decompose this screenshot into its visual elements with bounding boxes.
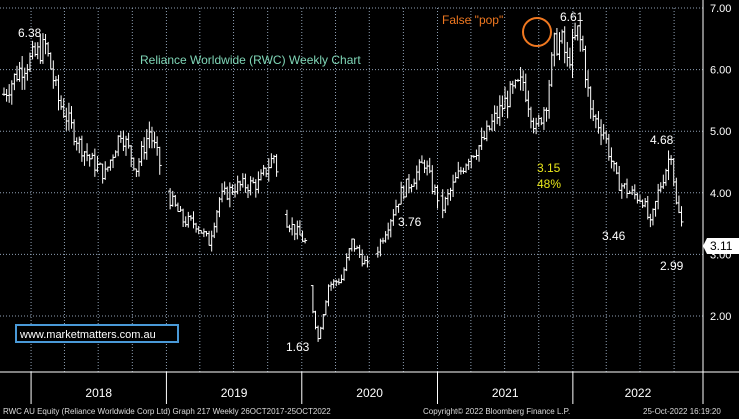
last-price-tag-shape [703,238,739,254]
y-tick-label: 2.00 [710,311,731,323]
label-peak: 6.61 [560,10,584,24]
website-text: www.marketmatters.com.au [19,329,156,341]
x-tick-label: 2019 [221,386,248,400]
x-tick-label: 2021 [492,386,519,400]
false-pop-circle [522,17,552,47]
chart-title: Reliance Worldwide (RWC) Weekly Chart [140,53,361,67]
y-tick-label: 5.00 [710,126,731,138]
x-tick-label: 2020 [356,386,383,400]
y-axis: 7.006.005.004.003.002.00 [710,3,731,323]
footer-right: 25-Oct-2022 16:19:20 [643,407,721,416]
y-tick-label: 7.00 [710,3,731,15]
y-tick-label: 6.00 [710,65,731,77]
label-drop-value: 3.15 [537,161,561,175]
x-tick-label: 2022 [625,386,652,400]
label-current-low: 2.99 [660,259,684,273]
label-high-2022: 4.68 [650,133,674,147]
website-box [15,324,179,343]
label-low-2020: 1.63 [286,340,310,354]
label-low-2021: 3.76 [398,215,422,229]
label-low-2022: 3.46 [602,229,626,243]
footer-middle: Copyright© 2022 Bloomberg Finance L.P. [423,407,571,416]
y-tick-label: 4.00 [710,188,731,200]
ohlc-bars [2,21,684,342]
x-tick-label: 2018 [85,386,112,400]
false-pop-label: False "pop" [442,13,503,27]
last-price-value: 3.11 [710,239,733,253]
label-drop-pct: 48% [537,177,561,191]
last-price-tag: 3.11 [703,238,739,254]
label-high-2018: 6.38 [18,26,42,40]
footer-left: RWC AU Equity (Reliance Worldwide Corp L… [3,407,331,416]
footer-bar: RWC AU Equity (Reliance Worldwide Corp L… [0,404,739,419]
x-axis: 2018 2019 2020 2021 2022 [30,372,652,404]
grid-lines [0,0,739,404]
